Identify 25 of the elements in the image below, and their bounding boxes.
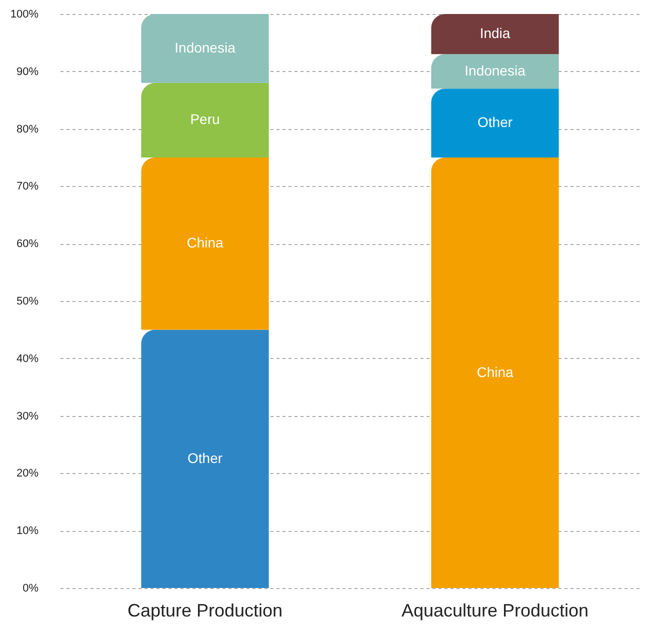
data-label: Other [477,114,513,130]
y-tick-label: 40% [16,352,39,365]
x-tick-label: Aquaculture Production [401,600,589,620]
x-tick-label: Capture Production [127,600,283,620]
data-label: Indonesia [464,62,526,78]
bar [431,88,559,158]
data-label: Indonesia [174,39,236,56]
data-label: China [186,234,224,251]
y-tick-label: 90% [16,66,39,78]
bar [431,14,559,54]
y-tick-label: 30% [16,410,39,422]
data-label: Other [187,450,223,466]
y-tick-label: 70% [16,180,39,193]
bar [141,82,269,158]
y-tick-label: 100% [10,8,39,20]
y-tick-label: 10% [16,525,39,538]
data-label: India [480,25,510,42]
data-label: China [476,364,514,380]
y-tick-label: 20% [16,468,39,480]
y-tick-label: 60% [16,238,39,250]
data-label: Peru [190,111,220,128]
y-tick-label: 0% [22,582,39,594]
y-tick-label: 80% [16,123,39,136]
bar [141,330,269,588]
y-tick-label: 50% [16,296,39,308]
